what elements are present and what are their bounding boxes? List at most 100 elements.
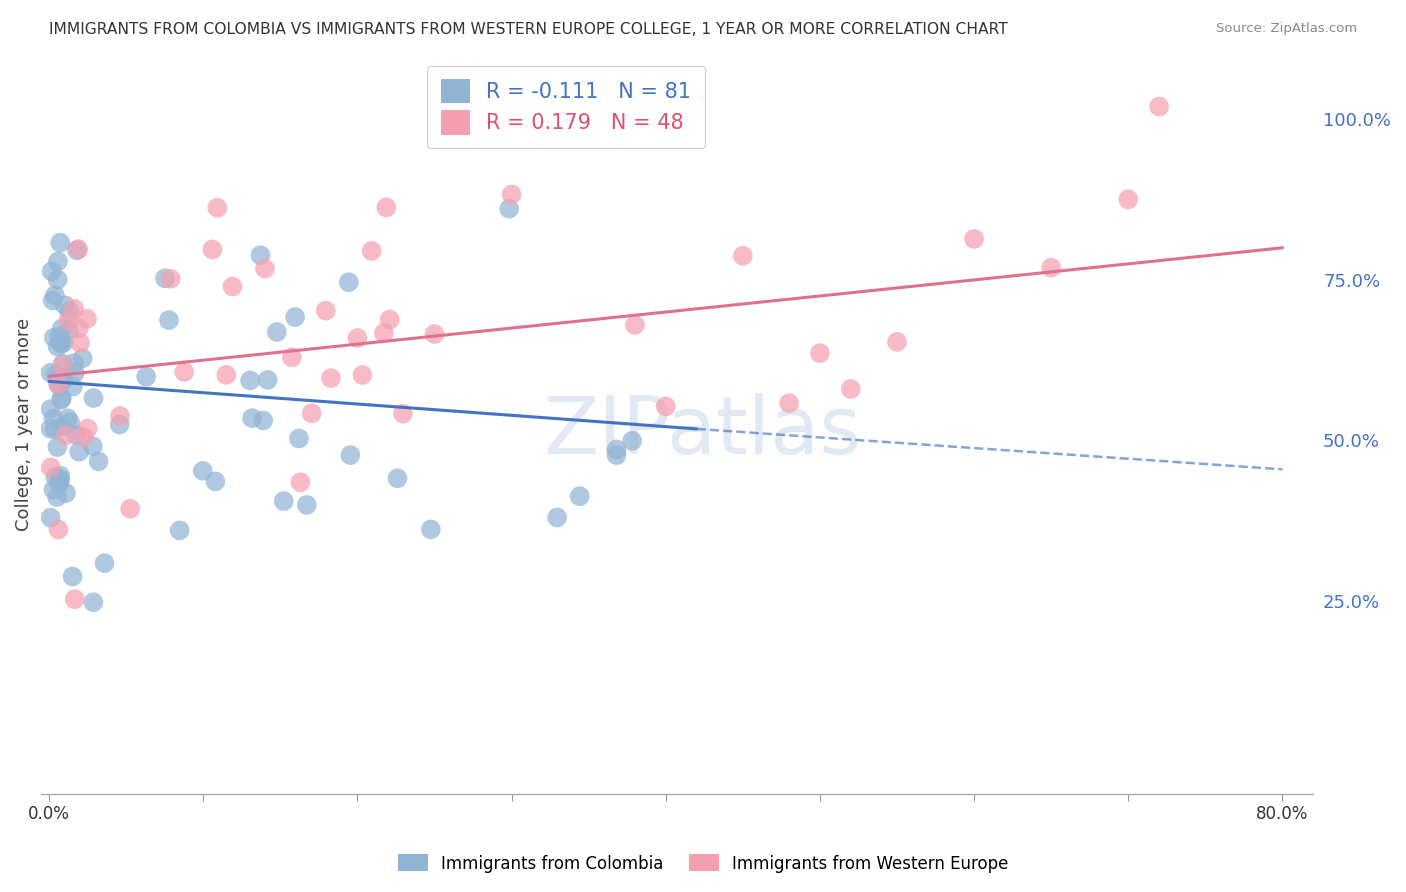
Point [58,304,80,318]
Point [256,373,278,387]
Point [606,448,628,462]
Point [360,244,382,258]
Point [240,411,263,425]
Point [39,422,62,436]
Point [59,415,82,429]
Text: IMMIGRANTS FROM COLOMBIA VS IMMIGRANTS FROM WESTERN EUROPE COLLEGE, 1 YEAR OR MO: IMMIGRANTS FROM COLOMBIA VS IMMIGRANTS F… [49,22,1008,37]
Point [191,464,214,478]
Point [108,409,131,423]
Point [963,232,986,246]
Point [498,202,520,216]
Point [51,321,73,335]
Point [72,351,94,366]
Point [375,200,398,214]
Point [63,301,86,316]
Point [568,489,591,503]
Point [46,440,69,454]
Text: Source: ZipAtlas.com: Source: ZipAtlas.com [1216,22,1357,36]
Point [48,474,70,488]
Point [76,421,98,435]
Point [49,473,72,487]
Point [82,595,104,609]
Point [295,498,318,512]
Point [239,373,262,387]
Point [319,371,342,385]
Point [44,470,66,484]
Point [606,442,628,457]
Point [169,524,191,538]
Point [41,264,63,278]
Point [135,369,157,384]
Point [63,366,86,380]
Point [290,475,312,490]
Point [655,400,678,414]
Point [48,330,70,344]
Point [315,303,337,318]
Point [624,318,647,332]
Point [52,419,75,434]
Point [419,522,441,536]
Point [266,325,288,339]
Point [62,569,84,583]
Point [39,510,62,524]
Point [39,402,62,417]
Point [46,490,69,504]
Point [621,434,644,448]
Point [82,439,104,453]
Point [778,396,800,410]
Point [51,334,73,349]
Point [42,483,65,497]
Text: ZIPatlas: ZIPatlas [544,392,862,471]
Point [373,326,395,340]
Point [48,523,70,537]
Point [339,448,361,462]
Point [201,243,224,257]
Point [157,313,180,327]
Point [58,313,80,327]
Point [53,298,76,312]
Point [67,242,90,256]
Point [67,444,90,458]
Point [204,475,226,489]
Point [48,370,70,384]
Point [207,201,229,215]
Legend: R = -0.111   N = 81, R = 0.179   N = 48: R = -0.111 N = 81, R = 0.179 N = 48 [427,65,704,148]
Point [52,357,75,371]
Point [49,336,72,351]
Point [49,235,72,250]
Point [352,368,374,382]
Point [42,330,65,344]
Point [252,413,274,427]
Point [46,377,69,392]
Point [56,411,79,425]
Point [46,272,69,286]
Point [387,471,409,485]
Point [62,379,84,393]
Point [51,392,73,406]
Point [76,312,98,326]
Point [46,254,69,268]
Point [72,430,94,444]
Point [253,261,276,276]
Point [52,335,75,350]
Point [1040,260,1063,275]
Point [153,271,176,285]
Y-axis label: College, 1 year or more: College, 1 year or more [15,318,32,531]
Point [546,510,568,524]
Point [67,321,90,335]
Point [87,454,110,468]
Point [48,477,70,491]
Point [49,392,72,407]
Legend: Immigrants from Colombia, Immigrants from Western Europe: Immigrants from Colombia, Immigrants fro… [391,847,1015,880]
Point [39,460,62,475]
Point [839,382,862,396]
Point [501,187,523,202]
Point [159,271,181,285]
Point [1116,192,1139,206]
Point [41,293,63,308]
Point [46,340,69,354]
Point [63,592,86,607]
Point [249,248,271,262]
Point [120,501,142,516]
Point [65,427,87,442]
